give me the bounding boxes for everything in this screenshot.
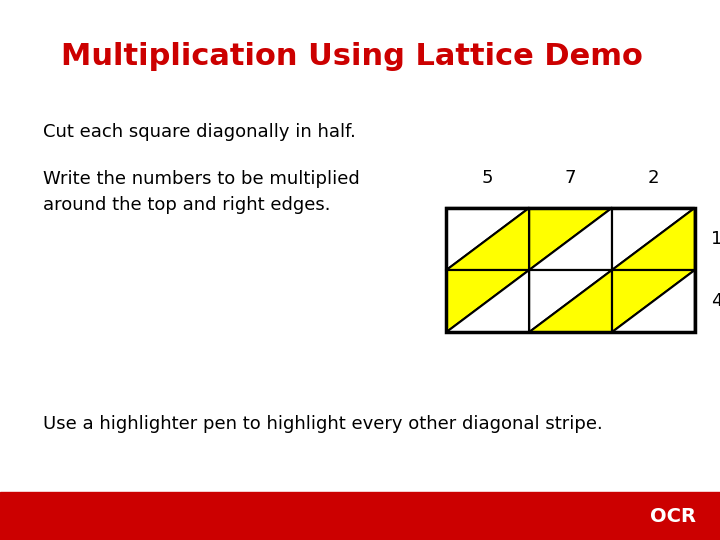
Polygon shape bbox=[446, 208, 529, 270]
Text: Write the numbers to be multiplied
around the top and right edges.: Write the numbers to be multiplied aroun… bbox=[43, 170, 360, 214]
Text: 4: 4 bbox=[711, 292, 720, 310]
Polygon shape bbox=[529, 270, 612, 332]
Polygon shape bbox=[612, 270, 695, 332]
Polygon shape bbox=[612, 208, 695, 270]
Polygon shape bbox=[446, 208, 529, 270]
Bar bbox=[0, 492, 720, 540]
Text: 7: 7 bbox=[565, 170, 576, 187]
Polygon shape bbox=[529, 270, 612, 332]
Text: Use a highlighter pen to highlight every other diagonal stripe.: Use a highlighter pen to highlight every… bbox=[43, 415, 603, 433]
Text: OCR: OCR bbox=[650, 507, 696, 526]
Polygon shape bbox=[529, 208, 612, 270]
Text: 1: 1 bbox=[711, 230, 720, 248]
Polygon shape bbox=[529, 208, 612, 270]
Polygon shape bbox=[446, 270, 529, 332]
Text: Cut each square diagonally in half.: Cut each square diagonally in half. bbox=[43, 123, 356, 141]
Text: 2: 2 bbox=[648, 170, 659, 187]
Text: Multiplication Using Lattice Demo: Multiplication Using Lattice Demo bbox=[61, 42, 643, 71]
Polygon shape bbox=[612, 208, 695, 270]
Polygon shape bbox=[612, 270, 695, 332]
Bar bbox=[446, 208, 695, 332]
Polygon shape bbox=[446, 270, 529, 332]
Text: 5: 5 bbox=[482, 170, 493, 187]
